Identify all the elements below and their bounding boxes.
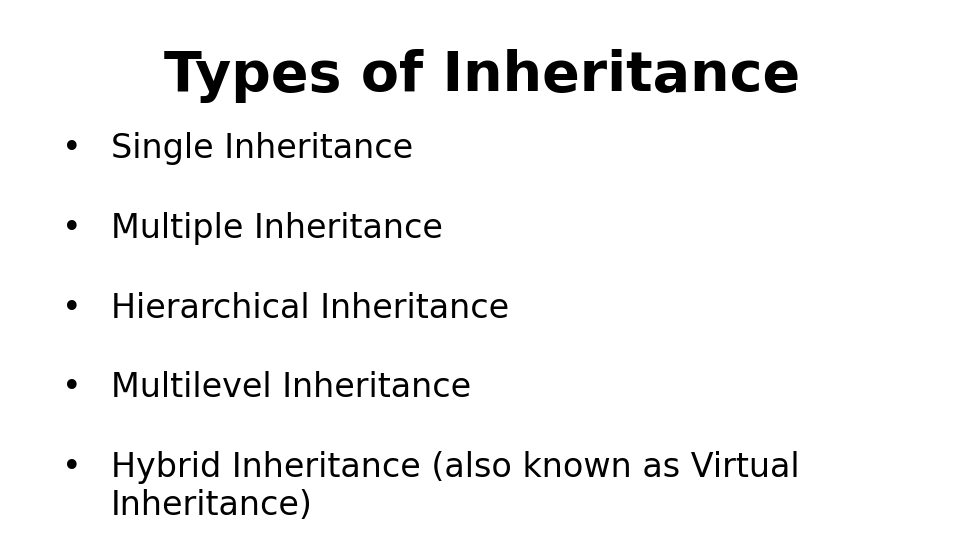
Text: Hybrid Inheritance (also known as Virtual
Inheritance): Hybrid Inheritance (also known as Virtua…: [111, 451, 799, 522]
Text: •: •: [63, 212, 82, 245]
Text: Multiple Inheritance: Multiple Inheritance: [111, 212, 442, 245]
Text: Single Inheritance: Single Inheritance: [111, 132, 413, 165]
Text: •: •: [63, 132, 82, 165]
Text: •: •: [63, 451, 82, 484]
Text: Types of Inheritance: Types of Inheritance: [164, 49, 800, 102]
Text: •: •: [63, 371, 82, 404]
Text: Hierarchical Inheritance: Hierarchical Inheritance: [111, 292, 509, 324]
Text: Multilevel Inheritance: Multilevel Inheritance: [111, 371, 471, 404]
Text: •: •: [63, 292, 82, 324]
